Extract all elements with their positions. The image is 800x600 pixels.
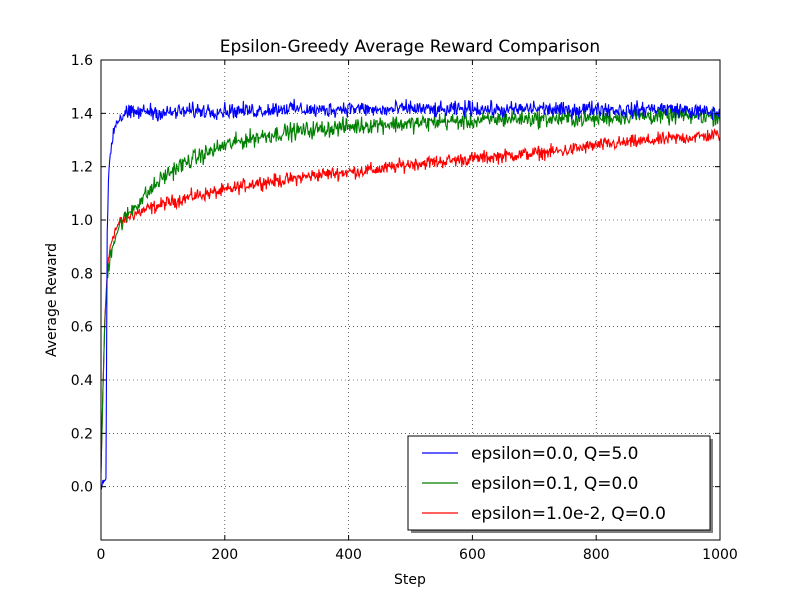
y-tick-label: 1.2 <box>71 160 93 176</box>
y-axis-label: Average Reward <box>44 243 60 357</box>
series-layer <box>101 98 720 490</box>
plot-frame <box>100 59 721 541</box>
y-tick-label: 0.8 <box>71 266 93 282</box>
x-tick-label: 800 <box>583 547 610 563</box>
x-tick-label: 400 <box>335 547 362 563</box>
y-tick-label: 1.6 <box>71 53 93 69</box>
x-tick-label: 0 <box>97 547 106 563</box>
ticks: 0 200 400 600 800 1000 0.0 0.2 0.4 0.6 0.8 1.0 1.2 1.… <box>71 53 738 563</box>
x-axis-label: Step <box>394 572 426 588</box>
legend-label-2: epsilon=1.0e-2, Q=0.0 <box>471 504 666 524</box>
series-line-2 <box>101 127 720 474</box>
y-tick-label: 0.0 <box>71 480 93 496</box>
y-tick-label: 0.6 <box>71 320 93 336</box>
y-tick-label: 1.4 <box>71 106 93 122</box>
legend-box <box>407 435 711 531</box>
series-line-1 <box>101 105 720 470</box>
y-tick-label: 0.4 <box>71 373 93 389</box>
y-tick-label: 0.2 <box>71 426 93 442</box>
y-tick-label: 1.0 <box>71 213 93 229</box>
series-line-0 <box>101 98 720 490</box>
x-tick-label: 1000 <box>702 547 738 563</box>
legend: epsilon=0.0, Q=5.0 epsilon=0.1, Q=0.0 epsi… <box>407 435 713 533</box>
legend-label-1: epsilon=0.1, Q=0.0 <box>471 474 638 494</box>
chart-title: Epsilon-Greedy Average Reward Comparison <box>220 37 600 57</box>
legend-label-0: epsilon=0.0, Q=5.0 <box>471 444 638 464</box>
x-tick-label: 200 <box>211 547 238 563</box>
x-tick-label: 600 <box>459 547 486 563</box>
